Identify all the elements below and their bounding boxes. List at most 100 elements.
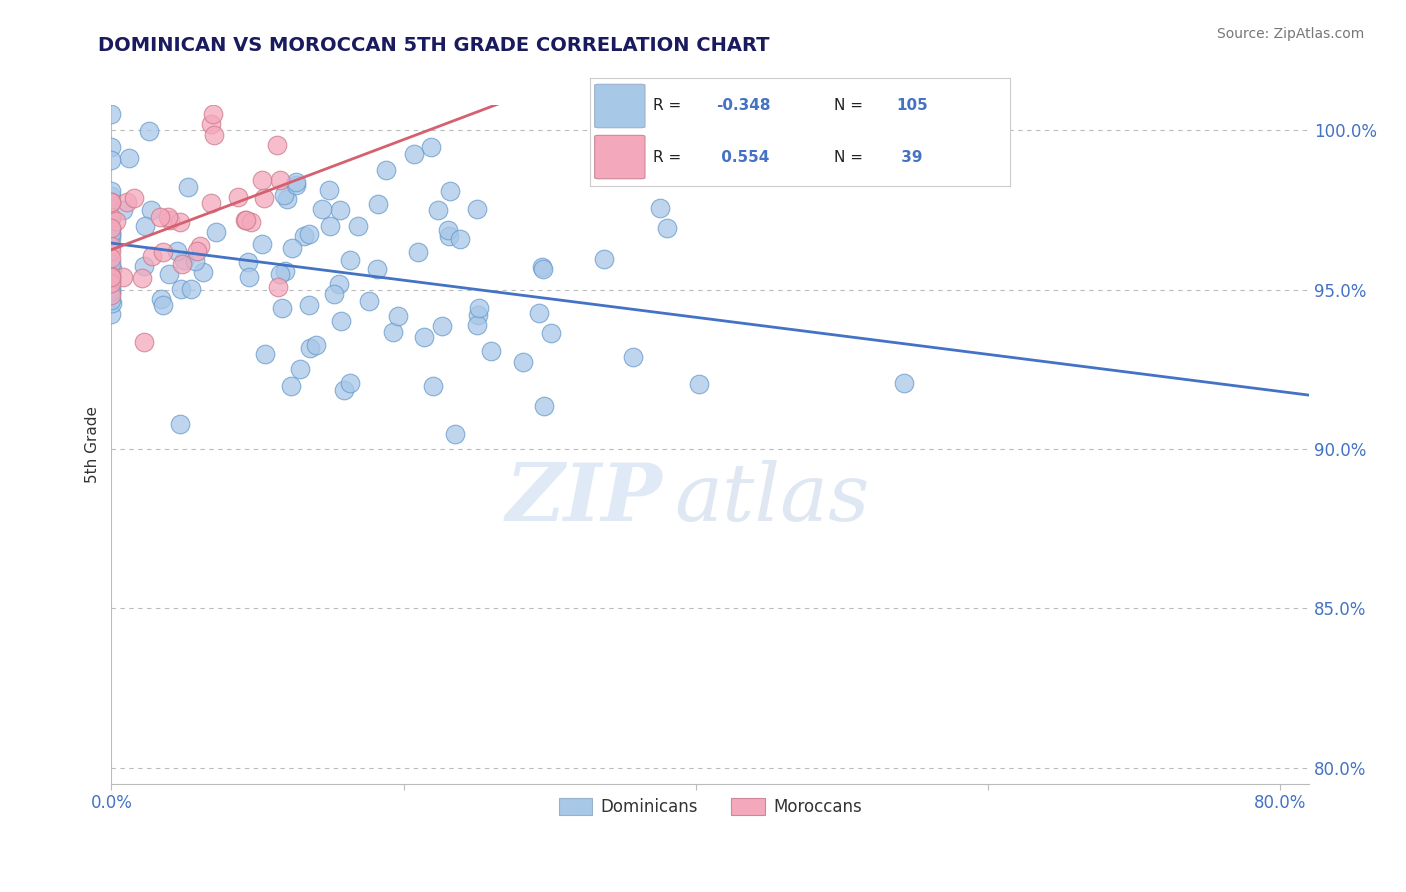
Point: [413, 330, 436, 344]
Point: [655, 221, 678, 235]
Point: [276, 192, 298, 206]
Point: [311, 202, 333, 216]
Point: [266, 137, 288, 152]
Point: [100, 284, 122, 298]
Point: [141, 203, 163, 218]
Point: [467, 202, 489, 216]
Point: [226, 190, 249, 204]
Point: [100, 221, 122, 235]
Point: [100, 210, 122, 224]
Point: [100, 307, 122, 321]
Point: [328, 277, 350, 291]
Point: [180, 282, 202, 296]
Point: [100, 226, 122, 240]
Point: [322, 287, 344, 301]
Point: [367, 197, 389, 211]
Point: [235, 213, 257, 227]
Point: [100, 195, 122, 210]
Point: [169, 215, 191, 229]
Point: [100, 228, 122, 243]
Point: [621, 350, 644, 364]
Point: [100, 255, 122, 269]
Point: [527, 306, 550, 320]
Point: [530, 260, 553, 274]
Point: [100, 268, 122, 283]
Point: [105, 213, 128, 227]
Point: [166, 244, 188, 259]
Point: [100, 189, 122, 203]
Point: [193, 264, 215, 278]
Point: [100, 251, 122, 265]
Point: [285, 178, 308, 192]
Point: [253, 191, 276, 205]
Legend: Dominicans, Moroccans: Dominicans, Moroccans: [553, 791, 869, 823]
Point: [200, 196, 222, 211]
Point: [170, 282, 193, 296]
Point: [100, 295, 122, 310]
Point: [430, 318, 453, 333]
Point: [100, 211, 122, 226]
Point: [118, 151, 141, 165]
Point: [439, 184, 461, 198]
Point: [467, 301, 489, 315]
Point: [531, 262, 554, 277]
Point: [236, 254, 259, 268]
Point: [467, 308, 489, 322]
Point: [688, 377, 710, 392]
Point: [169, 417, 191, 432]
Point: [138, 124, 160, 138]
Point: [540, 326, 562, 340]
Point: [100, 293, 122, 307]
Point: [648, 201, 671, 215]
Point: [437, 223, 460, 237]
Point: [298, 227, 321, 241]
Point: [298, 297, 321, 311]
Point: [186, 244, 208, 259]
Point: [339, 376, 361, 390]
Text: Source: ZipAtlas.com: Source: ZipAtlas.com: [1216, 27, 1364, 41]
Point: [100, 239, 122, 253]
Point: [149, 210, 172, 224]
Point: [288, 361, 311, 376]
Text: ZIP: ZIP: [506, 460, 662, 537]
Point: [893, 376, 915, 391]
Point: [100, 288, 122, 302]
Point: [281, 241, 304, 255]
Point: [184, 254, 207, 268]
Point: [150, 292, 173, 306]
Point: [274, 264, 297, 278]
Point: [426, 202, 449, 217]
Point: [402, 147, 425, 161]
Point: [592, 252, 614, 266]
Point: [202, 128, 225, 143]
Point: [271, 301, 294, 316]
Point: [238, 270, 260, 285]
Point: [292, 229, 315, 244]
Point: [100, 281, 122, 295]
Text: atlas: atlas: [675, 460, 870, 537]
Point: [406, 245, 429, 260]
Point: [177, 180, 200, 194]
Point: [449, 232, 471, 246]
Point: [100, 194, 122, 209]
Point: [375, 162, 398, 177]
Point: [285, 175, 308, 189]
Point: [100, 107, 122, 121]
Point: [205, 225, 228, 239]
Point: [444, 427, 467, 442]
Point: [152, 245, 174, 260]
Point: [253, 347, 276, 361]
Y-axis label: 5th Grade: 5th Grade: [86, 406, 100, 483]
Point: [366, 261, 388, 276]
Point: [512, 355, 534, 369]
Point: [131, 271, 153, 285]
Point: [152, 298, 174, 312]
Point: [173, 253, 195, 268]
Point: [273, 188, 295, 202]
Point: [329, 202, 352, 217]
Point: [100, 244, 122, 258]
Point: [318, 183, 340, 197]
Point: [339, 253, 361, 268]
Point: [132, 335, 155, 350]
Point: [141, 249, 163, 263]
